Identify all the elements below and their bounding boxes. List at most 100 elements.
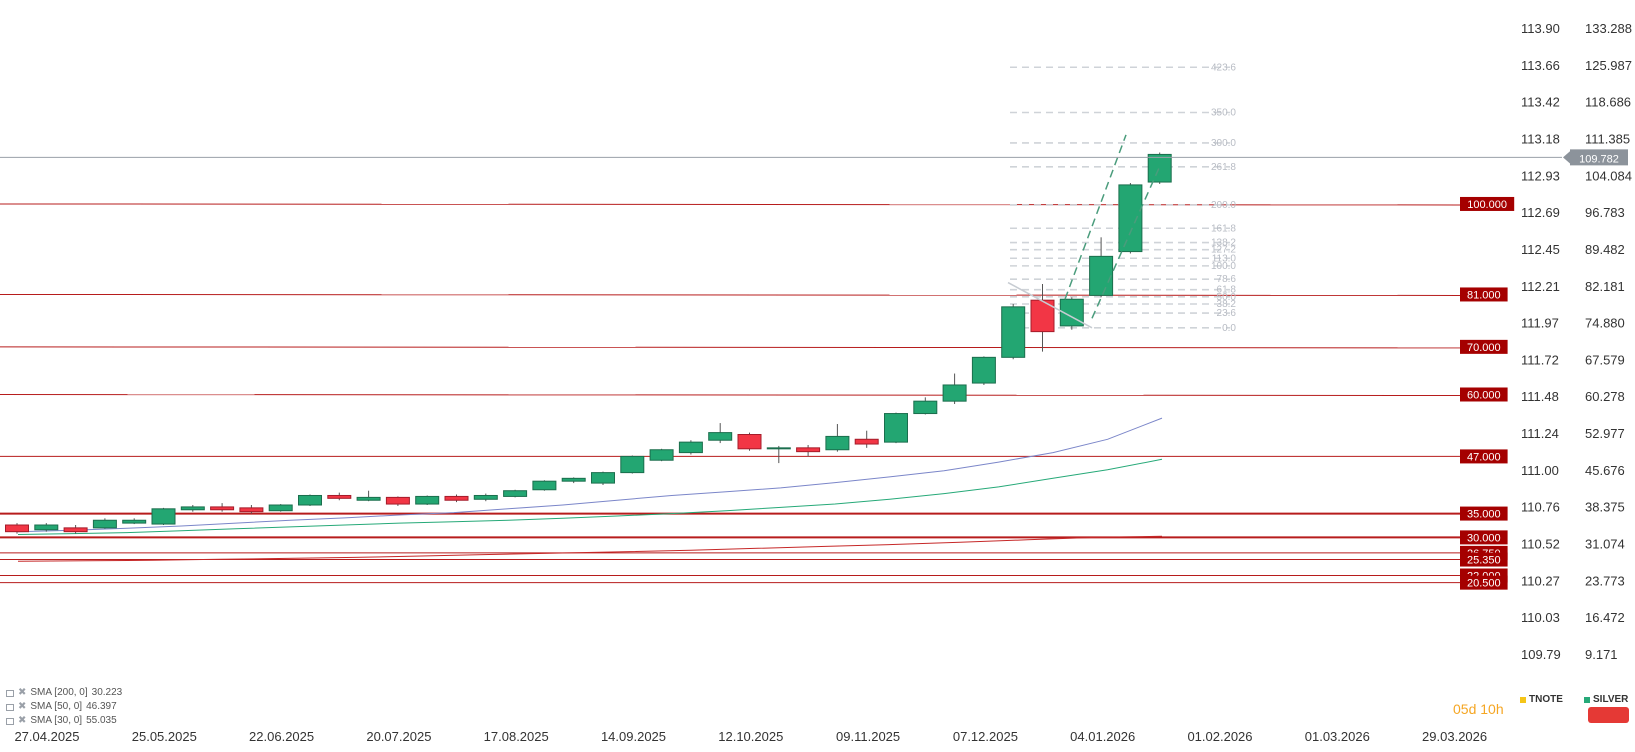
candle-body xyxy=(532,480,557,491)
y-tick-left: 111.00 xyxy=(1521,463,1559,478)
candle-body xyxy=(415,495,440,505)
y-tick-left: 110.03 xyxy=(1521,610,1560,625)
y-tick-left: 113.90 xyxy=(1521,21,1560,36)
sma-line-1 xyxy=(17,458,1163,535)
silver-color-icon xyxy=(1584,696,1590,703)
candle-body xyxy=(1001,306,1026,358)
fib-level-label: 113.0 xyxy=(1212,253,1237,264)
candle-body xyxy=(151,508,176,525)
candle-body xyxy=(942,384,967,402)
x-tick-label: 27.04.2025 xyxy=(14,729,79,744)
level-tag-box xyxy=(1460,339,1508,354)
y-tick-right: 104.084 xyxy=(1585,168,1632,183)
level-tag-box xyxy=(1460,530,1508,545)
y-tick-right: 45.676 xyxy=(1585,463,1625,478)
level-tag-label: 81.000 xyxy=(1467,289,1501,301)
fib-level-label: 38.2 xyxy=(1217,299,1237,310)
trend-channel-lower xyxy=(1091,165,1161,319)
x-tick-label: 07.12.2025 xyxy=(953,729,1018,744)
candle-body xyxy=(385,496,410,505)
settings-icon[interactable] xyxy=(6,689,14,697)
candle-body xyxy=(561,477,586,482)
symbol-toggle-button[interactable] xyxy=(1588,707,1629,723)
trend-channel-upper xyxy=(1064,134,1127,300)
legend-row-sma-50[interactable]: ✖ SMA [50, 0] 46.397 xyxy=(6,700,122,714)
fib-level-label: 200.0 xyxy=(1211,200,1236,211)
candle-body xyxy=(63,527,88,533)
y-tick-right: 125.987 xyxy=(1585,58,1632,73)
y-tick-right: 31.074 xyxy=(1585,537,1625,552)
y-tick-left: 112.93 xyxy=(1521,168,1560,183)
level-tag-box xyxy=(1460,506,1508,521)
support-level-line xyxy=(0,393,1461,396)
sma-line-0 xyxy=(17,535,1163,562)
candle-body xyxy=(913,400,938,415)
fib-level-label: 23.6 xyxy=(1217,308,1237,319)
y-tick-left: 111.24 xyxy=(1521,426,1559,441)
settings-icon[interactable] xyxy=(6,703,14,711)
level-tag-label: 70.000 xyxy=(1467,342,1501,354)
level-tag-box xyxy=(1460,552,1508,567)
symbol-legend-silver[interactable]: SILVER xyxy=(1584,694,1628,705)
y-tick-right: 111.385 xyxy=(1585,131,1630,146)
x-tick-label: 20.07.2025 xyxy=(366,729,431,744)
y-tick-right: 118.686 xyxy=(1585,95,1631,110)
fib-level-label: 138.2 xyxy=(1211,238,1236,249)
current-price-arrow xyxy=(1563,150,1571,165)
fib-level-label: 0.0 xyxy=(1222,323,1236,334)
candle-body xyxy=(92,519,117,529)
level-tag-box xyxy=(1460,287,1508,302)
close-icon[interactable]: ✖ xyxy=(18,687,27,698)
x-tick-label: 01.03.2026 xyxy=(1305,729,1370,744)
y-tick-left: 109.79 xyxy=(1521,647,1561,662)
fib-level-label: 350.0 xyxy=(1211,108,1236,119)
legend-row-sma-200[interactable]: ✖ SMA [200, 0] 30.223 xyxy=(6,686,122,700)
level-tag-box xyxy=(1460,575,1508,590)
candle-body xyxy=(122,519,147,524)
fib-level-label: 300.0 xyxy=(1211,138,1236,149)
level-tag-label: 20.500 xyxy=(1467,578,1501,590)
bar-countdown: 05d 10h xyxy=(1453,701,1504,717)
symbol-legend-tnote[interactable]: TNOTE xyxy=(1520,694,1563,705)
y-tick-left: 111.48 xyxy=(1521,389,1559,404)
fib-anchor-line xyxy=(1007,281,1093,329)
fib-level-label: 423.6 xyxy=(1211,62,1236,73)
candle-body xyxy=(620,455,645,474)
close-icon[interactable]: ✖ xyxy=(18,701,27,712)
level-tag-label: 35.000 xyxy=(1467,509,1501,521)
y-tick-left: 112.45 xyxy=(1521,242,1560,257)
level-tag-box xyxy=(1460,196,1515,211)
candle-body xyxy=(591,472,615,484)
candle-body xyxy=(444,495,469,501)
fib-level-label: 78.6 xyxy=(1217,274,1237,285)
support-level-line xyxy=(0,203,1461,206)
y-tick-left: 113.66 xyxy=(1521,58,1560,73)
x-tick-label: 22.06.2025 xyxy=(249,729,314,744)
tnote-color-icon xyxy=(1520,696,1526,703)
x-tick-label: 04.01.2026 xyxy=(1070,729,1135,744)
y-tick-left: 112.69 xyxy=(1521,205,1560,220)
candle-body xyxy=(1030,299,1055,333)
symbol-silver-label: SILVER xyxy=(1593,694,1629,705)
x-tick-label: 29.03.2026 xyxy=(1422,729,1487,744)
support-level-line xyxy=(0,293,1461,296)
y-tick-left: 110.76 xyxy=(1521,500,1560,515)
y-tick-left: 112.21 xyxy=(1521,279,1560,294)
candle-body xyxy=(854,438,879,445)
current-price-label: 109.782 xyxy=(1579,153,1619,165)
y-tick-right: 9.171 xyxy=(1585,647,1618,662)
candle-body xyxy=(1147,153,1172,183)
legend-row-sma-30[interactable]: ✖ SMA [30, 0] 55.035 xyxy=(6,714,122,728)
level-tag-label: 30.000 xyxy=(1467,532,1501,544)
settings-icon[interactable] xyxy=(6,717,14,725)
candle-body xyxy=(796,447,821,453)
y-tick-right: 133.288 xyxy=(1585,21,1632,36)
legend-sma-30-name: SMA [30, 0] xyxy=(30,715,83,726)
x-tick-label: 14.09.2025 xyxy=(601,729,666,744)
legend-sma-30-value: 55.035 xyxy=(86,715,117,726)
candle-body xyxy=(825,435,850,451)
close-icon[interactable]: ✖ xyxy=(18,715,27,726)
y-tick-right: 89.482 xyxy=(1585,242,1625,257)
